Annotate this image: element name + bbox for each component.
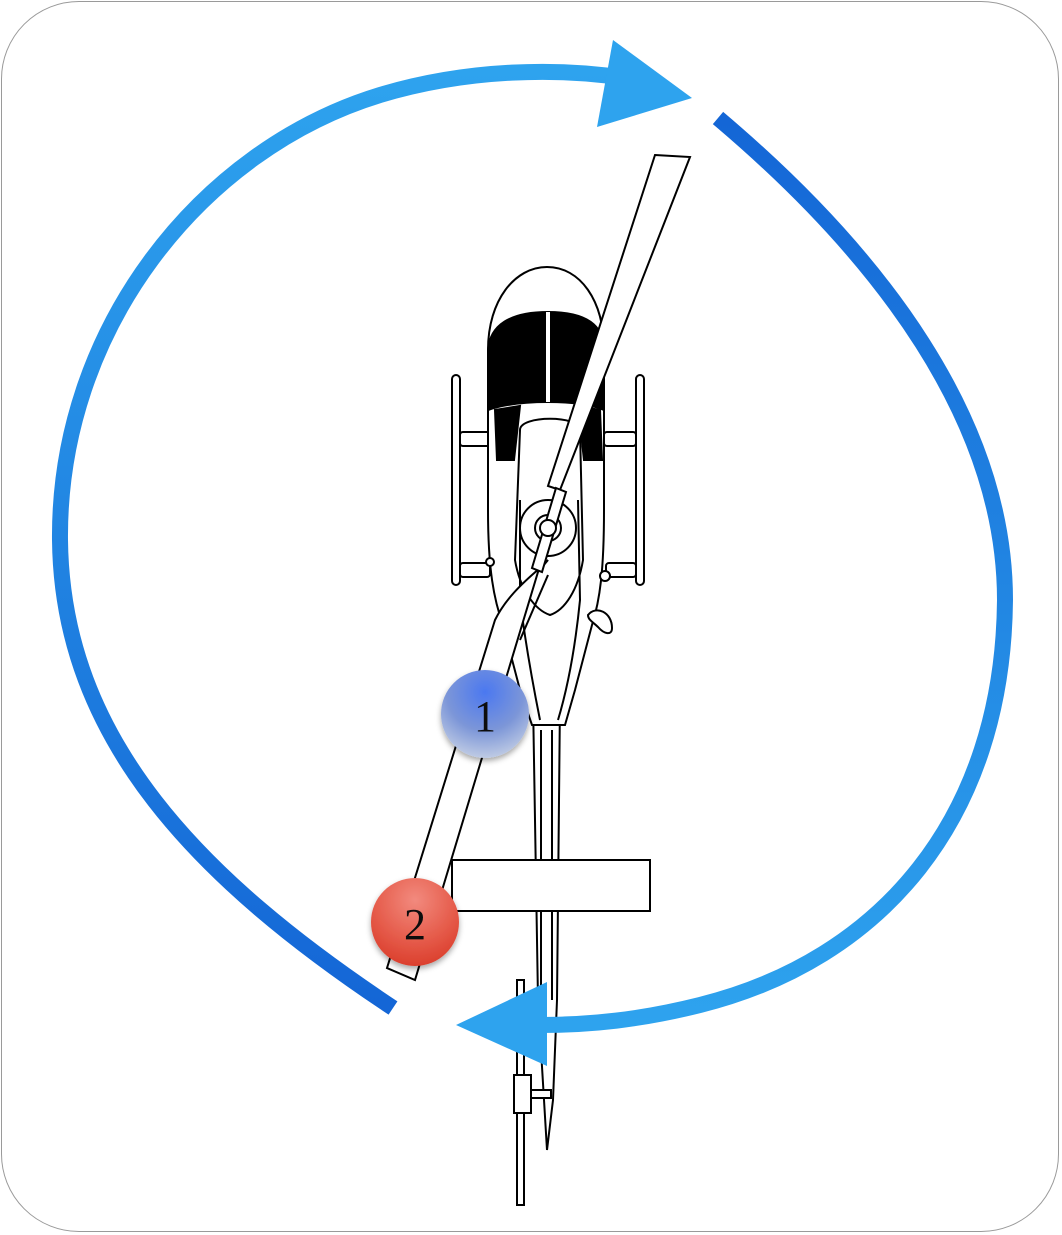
tail-boom (531, 699, 562, 1151)
right-skid (635, 374, 645, 586)
side-window-left (493, 404, 522, 461)
marker-2-label: 2 (404, 900, 426, 949)
marker-2: 2 (371, 878, 459, 966)
marker-2-circle (371, 878, 459, 966)
marker-1-circle (441, 670, 529, 758)
arrowhead-top-icon (597, 40, 692, 127)
rotation-arrows (51, 40, 1014, 1066)
helicopter-icon (385, 153, 692, 1206)
marker-1: 1 (441, 670, 529, 758)
marker-1-label: 1 (474, 692, 496, 741)
main-rotor-blade (385, 559, 549, 982)
cross-tube (605, 562, 637, 578)
tail-rotor-hub (513, 1074, 532, 1114)
rotation-arc-left (51, 63, 627, 1015)
rotation-arc-right (539, 111, 1014, 1033)
cross-tube (603, 431, 637, 447)
horizontal-stabilizer (451, 859, 651, 912)
arrowhead-bottom-icon (456, 982, 547, 1066)
exhaust (586, 609, 614, 635)
cross-tube (459, 562, 491, 578)
left-skid (451, 374, 461, 586)
